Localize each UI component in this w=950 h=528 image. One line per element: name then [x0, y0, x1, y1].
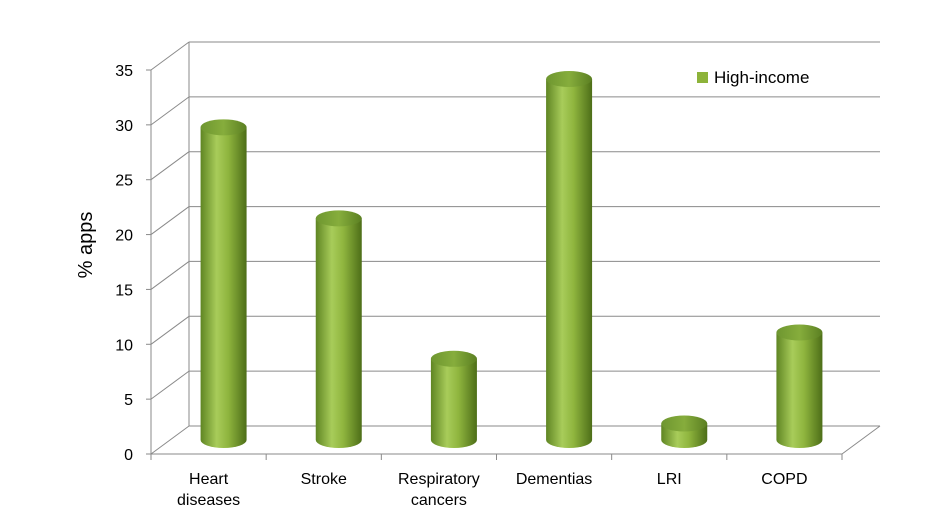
y-tick-label: 15	[115, 282, 133, 299]
bar-body	[200, 127, 247, 449]
bar	[776, 324, 823, 448]
bar	[430, 350, 477, 448]
x-tick-label: Heart diseases	[177, 471, 240, 509]
gridlines	[150, 41, 880, 455]
legend-label: High-income	[714, 68, 809, 87]
y-axis-label: % apps	[75, 212, 97, 279]
bar-body	[430, 358, 477, 448]
bar-top	[776, 324, 823, 341]
legend-swatch	[697, 72, 708, 83]
gridline-side	[150, 96, 190, 126]
bar-body	[546, 79, 593, 448]
bar-top	[546, 71, 593, 88]
gridline-side	[150, 261, 190, 290]
y-tick-label: 20	[115, 228, 133, 245]
bar	[546, 71, 593, 448]
tick-labels: 0 5 10 15 20 25 30 35 Heart diseases Stroke Respira…	[115, 63, 807, 509]
legend: High-income	[697, 68, 809, 87]
bar	[661, 415, 708, 448]
bar-top	[200, 119, 247, 136]
x-tick-label: Stroke	[301, 471, 347, 488]
bar-top	[661, 415, 708, 432]
x-tick-label: Respiratory cancers	[398, 471, 480, 509]
y-tick-label: 30	[115, 118, 133, 135]
gridline-side	[150, 370, 190, 400]
bar-top	[315, 210, 362, 227]
y-tick-label: 10	[115, 337, 133, 354]
gridline-side	[150, 425, 190, 455]
bar-body	[776, 332, 823, 448]
bar	[200, 119, 247, 449]
gridline-side	[150, 315, 190, 345]
gridline-side	[150, 206, 190, 235]
axes	[146, 69, 881, 460]
floor-edge	[841, 425, 881, 455]
gridline-side	[150, 41, 190, 71]
bar	[315, 210, 362, 448]
x-tick-label: Dementias	[516, 471, 592, 488]
bars	[200, 71, 823, 449]
bar-body	[315, 218, 362, 448]
gridline-side	[150, 151, 190, 181]
x-tick-label: LRI	[657, 471, 682, 488]
y-tick-label: 0	[124, 447, 133, 464]
x-tick-label: COPD	[761, 471, 807, 488]
y-tick-label: 35	[115, 63, 133, 80]
y-tick-label: 5	[124, 392, 133, 409]
y-tick-label: 25	[115, 173, 133, 190]
bar-top	[430, 350, 477, 367]
